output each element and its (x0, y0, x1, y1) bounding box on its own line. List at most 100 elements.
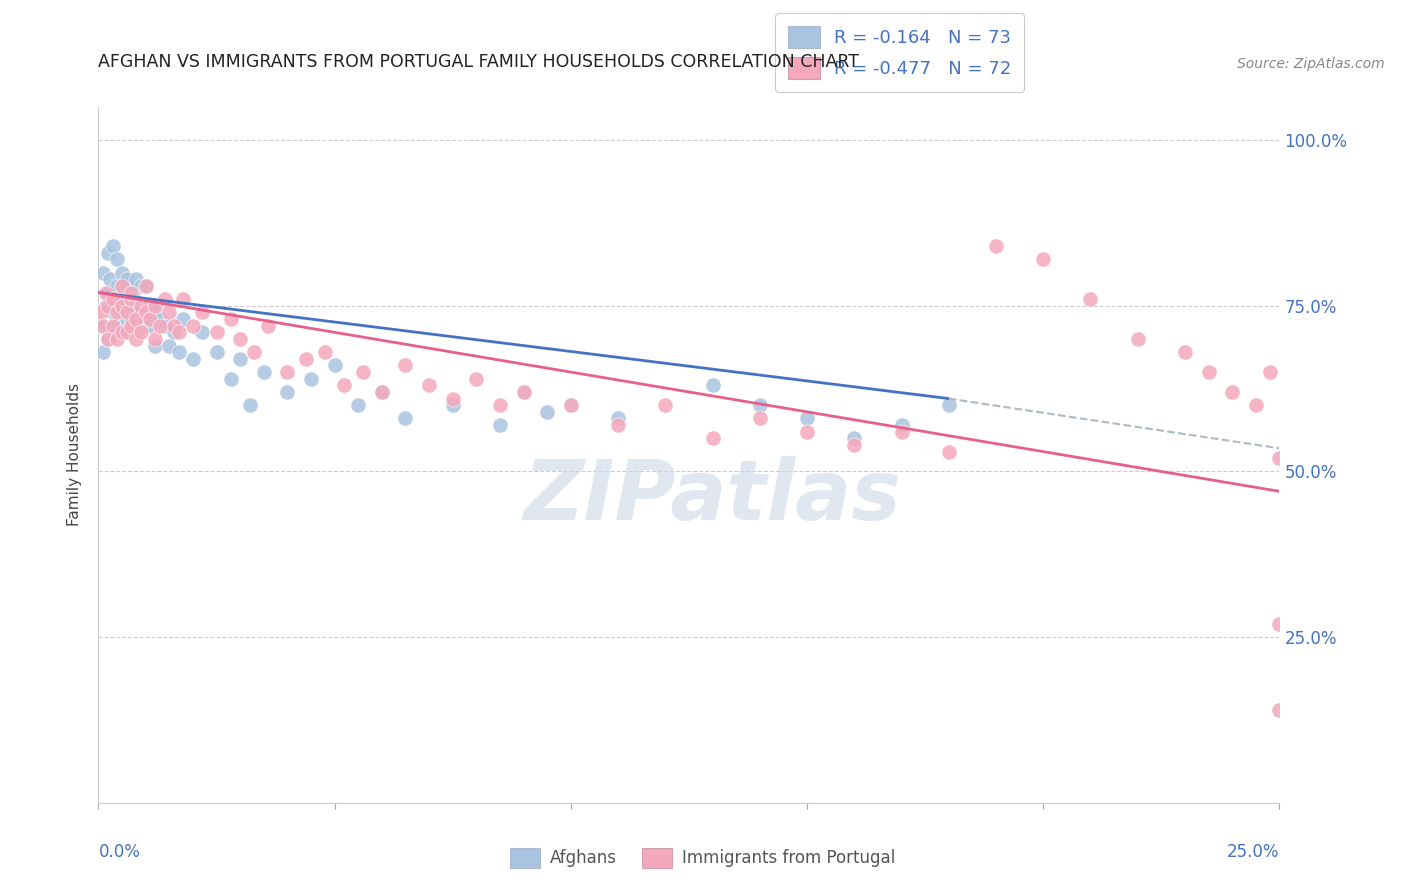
Point (371, 384, 394, 399)
Point (139, 312, 162, 326)
Point (229, 332, 252, 346)
Point (347, 398, 370, 412)
Point (91, 266, 114, 280)
Point (139, 299, 162, 313)
Point (90, 305, 112, 319)
Point (125, 332, 148, 346)
Point (105, 252, 128, 267)
Point (560, 398, 582, 412)
Point (172, 292, 194, 306)
Point (149, 318, 172, 333)
Point (489, 418, 512, 433)
Point (129, 318, 152, 333)
Point (748, 398, 770, 412)
Point (101, 292, 124, 306)
Point (299, 372, 322, 386)
Point (118, 299, 141, 313)
Point (257, 318, 280, 333)
Point (844, 431, 866, 445)
Point (105, 332, 128, 346)
Point (90, 318, 112, 333)
Point (97, 332, 120, 346)
Point (276, 365, 298, 379)
Point (163, 326, 186, 340)
Point (314, 345, 336, 359)
Point (181, 351, 204, 366)
Point (115, 272, 138, 286)
Point (239, 398, 262, 412)
Point (115, 305, 138, 319)
Point (229, 351, 252, 366)
Point (101, 239, 124, 253)
Point (125, 272, 148, 286)
Point (1198, 365, 1220, 379)
Point (512, 384, 534, 399)
Point (536, 405, 558, 419)
Point (135, 312, 157, 326)
Point (97, 332, 120, 346)
Point (143, 332, 166, 346)
Point (115, 279, 138, 293)
Point (111, 266, 134, 280)
Point (101, 326, 124, 340)
Point (371, 384, 394, 399)
Point (108, 299, 131, 313)
Point (489, 398, 512, 412)
Point (112, 292, 135, 306)
Point (101, 305, 124, 319)
Point (121, 312, 143, 326)
Point (97, 245, 120, 260)
Point (441, 398, 464, 412)
Point (890, 418, 912, 433)
Point (702, 378, 724, 392)
Point (1268, 451, 1291, 466)
Point (191, 305, 214, 319)
Point (121, 299, 143, 313)
Point (139, 318, 162, 333)
Point (111, 326, 134, 340)
Point (121, 292, 143, 306)
Point (153, 292, 176, 306)
Point (352, 365, 374, 379)
Point (129, 326, 152, 340)
Point (129, 279, 152, 293)
Point (938, 398, 960, 412)
Point (149, 312, 172, 326)
Point (219, 312, 242, 326)
Point (167, 345, 190, 359)
Point (104, 292, 127, 306)
Text: 0.0%: 0.0% (98, 843, 141, 861)
Point (1258, 365, 1281, 379)
Point (1080, 292, 1102, 306)
Point (143, 299, 166, 313)
Point (890, 425, 912, 439)
Point (121, 285, 143, 300)
Point (418, 378, 440, 392)
Point (121, 318, 143, 333)
Point (253, 365, 276, 379)
Point (105, 318, 128, 333)
Point (97, 285, 120, 300)
Point (191, 326, 214, 340)
Point (243, 345, 266, 359)
Point (129, 305, 152, 319)
Point (135, 305, 157, 319)
Point (94, 285, 117, 300)
Point (323, 359, 346, 373)
Point (984, 239, 1007, 253)
Point (1220, 384, 1243, 399)
Point (1126, 332, 1149, 346)
Point (512, 384, 534, 399)
Point (796, 425, 818, 439)
Point (115, 326, 138, 340)
Point (1244, 398, 1267, 412)
Point (105, 279, 128, 293)
Point (153, 318, 176, 333)
Point (111, 305, 134, 319)
Point (105, 305, 128, 319)
Point (125, 312, 148, 326)
Point (91, 345, 114, 359)
Point (157, 305, 180, 319)
Point (115, 312, 138, 326)
Text: AFGHAN VS IMMIGRANTS FROM PORTUGAL FAMILY HOUSEHOLDS CORRELATION CHART: AFGHAN VS IMMIGRANTS FROM PORTUGAL FAMIL… (98, 54, 859, 71)
